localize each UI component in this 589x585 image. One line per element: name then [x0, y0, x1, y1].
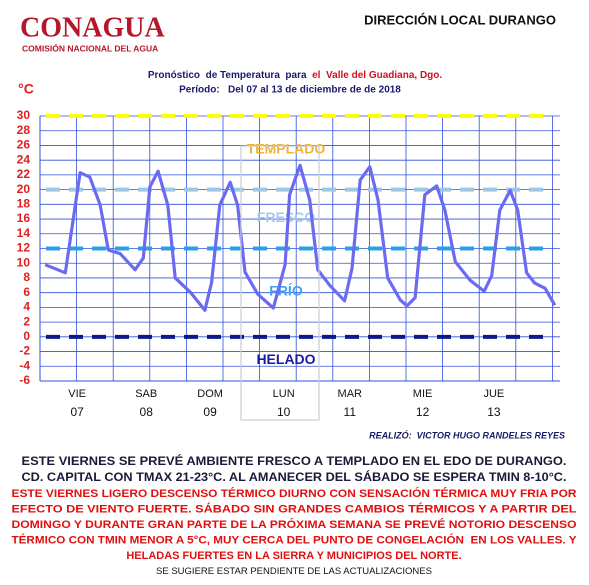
summary-line: ESTE VIERNES SE PREVÉ AMBIENTE FRESCO A …: [22, 455, 567, 468]
y-tick-label: 28: [17, 123, 31, 137]
y-tick-label: -4: [19, 358, 30, 372]
chart-title: Pronóstico de Temperatura para el Valle …: [148, 70, 443, 81]
y-tick-label: 2: [23, 314, 30, 328]
warning-line: TÉRMICO CON TMIN MENOR A 5°C, MUY CERCA …: [12, 533, 578, 546]
x-tick-label: SAB: [135, 388, 157, 400]
reference-label: FRESCO: [257, 209, 315, 225]
warning-line: HELADAS FUERTES EN LA SIERRA Y MUNICIPIO…: [126, 550, 461, 562]
reference-label: FRÍO: [269, 283, 303, 299]
y-tick-label: 16: [17, 211, 31, 225]
office: DIRECCIÓN LOCAL DURANGO: [364, 12, 556, 27]
y-tick-label: 30: [17, 108, 31, 122]
highlight-box: [240, 145, 320, 421]
y-tick-label: 10: [17, 255, 31, 269]
logo: CONAGUA: [20, 12, 165, 43]
warning-line: ESTE VIERNES LIGERO DESCENSO TÉRMICO DIU…: [12, 487, 577, 500]
x-tick-date: 08: [140, 405, 154, 419]
reference-label: TEMPLADO: [247, 141, 326, 157]
x-tick-label: DOM: [197, 388, 223, 400]
reference-label: HELADO: [256, 351, 315, 367]
y-tick-label: -2: [19, 344, 30, 358]
chart-subtitle: Período: Del 07 al 13 de diciembre de de…: [179, 85, 401, 96]
y-tick-label: 0: [23, 329, 30, 343]
footer: SE SUGIERE ESTAR PENDIENTE DE LAS ACTUAL…: [156, 566, 432, 577]
title-part: el Valle del Guadiana, Dgo.: [312, 70, 442, 81]
x-tick-label: LUN: [273, 388, 295, 400]
x-tick-label: JUE: [483, 388, 504, 400]
y-tick-label: 14: [17, 226, 31, 240]
summary-line: CD. CAPITAL CON TMAX 21-23°C. AL AMANECE…: [22, 471, 567, 484]
y-tick-label: 22: [17, 167, 31, 181]
x-tick-date: 13: [487, 405, 501, 419]
y-tick-label: 4: [23, 300, 30, 314]
x-tick-date: 12: [416, 405, 430, 419]
author: REALIZÓ: VICTOR HUGO RANDELES REYES: [369, 429, 565, 440]
temperature-line: [44, 163, 557, 312]
y-tick-label: 24: [17, 152, 31, 166]
logo-subtitle: COMISIÓN NACIONAL DEL AGUA: [22, 42, 158, 53]
y-tick-label: -6: [19, 373, 30, 387]
y-axis-label: °C: [18, 81, 34, 97]
warning-line: DOMINGO Y DURANTE GRAN PARTE DE LA PRÓXI…: [12, 518, 577, 531]
x-tick-date: 10: [277, 405, 291, 419]
y-tick-label: 18: [17, 197, 31, 211]
x-tick-label: MIE: [413, 388, 433, 400]
x-tick-label: MAR: [338, 388, 363, 400]
y-tick-label: 26: [17, 138, 31, 152]
x-tick-date: 09: [203, 405, 217, 419]
x-tick-date: 07: [70, 405, 84, 419]
title-part: Pronóstico de Temperatura para: [148, 70, 312, 81]
warning-line: EFECTO DE VIENTO FUERTE. SÁBADO SIN GRAN…: [12, 502, 577, 515]
notes: ESTE VIERNES SE PREVÉ AMBIENTE FRESCO A …: [12, 455, 578, 577]
x-tick-label: VIE: [68, 388, 86, 400]
y-tick-label: 6: [23, 285, 30, 299]
y-tick-label: 20: [17, 182, 31, 196]
y-tick-label: 8: [23, 270, 30, 284]
y-tick-label: 12: [17, 241, 31, 255]
x-tick-date: 11: [344, 405, 357, 419]
